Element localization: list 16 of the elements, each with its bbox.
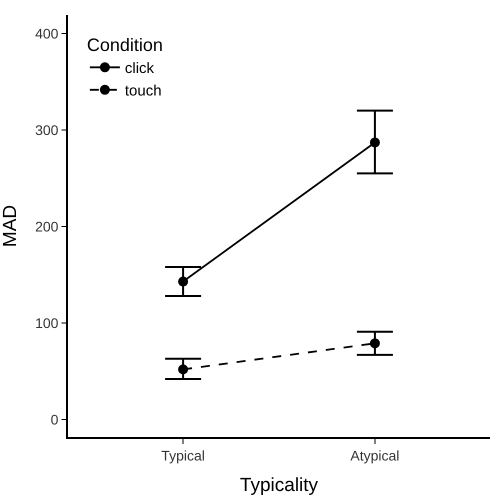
x-axis-title: Typicality <box>240 474 319 496</box>
y-tick-label: 400 <box>35 25 59 42</box>
point <box>370 338 380 348</box>
y-tick-label: 0 <box>50 412 59 428</box>
point <box>370 137 380 148</box>
y-tick-label: 300 <box>35 122 59 138</box>
point <box>178 364 188 374</box>
x-tick-label: Typical <box>161 448 205 464</box>
y-tick-label: 200 <box>35 218 59 234</box>
legend-title: Condition <box>86 35 163 56</box>
legend-label: touch <box>124 82 162 100</box>
x-tick-label: Atypical <box>350 448 400 464</box>
legend-label: click <box>124 60 155 78</box>
y-tick-label: 100 <box>35 314 59 331</box>
point <box>178 276 188 287</box>
y-axis-title: MAD <box>0 204 21 248</box>
